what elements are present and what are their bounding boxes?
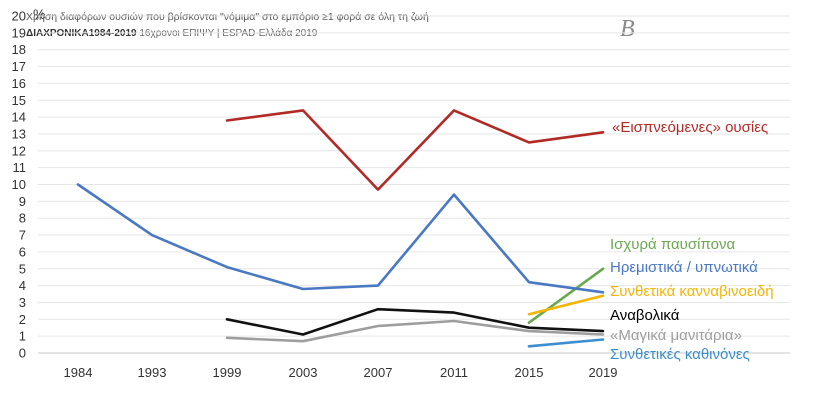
y-tick-label: 9	[19, 194, 26, 209]
y-tick-label: 14	[12, 110, 26, 125]
series-line-4	[225, 307, 605, 336]
series-label: Ισχυρά παυσίπονα	[610, 236, 735, 253]
y-tick-label: 17	[12, 59, 26, 74]
y-tick-label: 7	[19, 228, 26, 243]
series-label: «Εισπνεόμενες» ουσίες	[612, 119, 768, 136]
x-tick-label: 2003	[289, 365, 318, 380]
y-tick-label: 5	[19, 261, 26, 276]
x-tick-label: 2007	[364, 365, 393, 380]
y-tick-label: 18	[12, 42, 26, 57]
y-tick-label: 3	[19, 295, 26, 310]
subtitle-source: 16χρονοι ΕΠΙΨΥ | ESPAD-Ελλάδα 2019	[136, 28, 318, 39]
series-line-0	[225, 109, 605, 191]
y-tick-label: 10	[12, 177, 26, 192]
x-tick-label: 1984	[64, 365, 93, 380]
x-tick-label: 1999	[213, 365, 242, 380]
series-line-5	[225, 319, 605, 343]
series-label: Αναβολικά	[610, 307, 680, 324]
y-tick-label: 12	[12, 143, 26, 158]
y-tick-label: 8	[19, 211, 26, 226]
panel-letter: B	[620, 16, 635, 42]
subtitle-period: ΔΙΑΧΡΟΝΙΚΑ1984-2019	[26, 28, 137, 39]
x-tick-label: 2011	[440, 365, 468, 380]
series-label: Ηρεμιστικά / υπνωτικά	[610, 259, 758, 276]
series-line-6	[527, 338, 605, 348]
series-label: «Μαγικά μανιτάρια»	[610, 327, 742, 344]
chart-subtitle: ΔΙΑΧΡΟΝΙΚΑ1984-2019 16χρονοι ΕΠΙΨΥ | ESP…	[26, 28, 317, 39]
y-tick-label: 20	[12, 9, 26, 24]
x-tick-label: 2015	[515, 365, 544, 380]
x-tick-label: 2019	[589, 365, 618, 380]
y-tick-label: 19	[12, 25, 26, 40]
y-tick-label: 0	[19, 346, 26, 361]
y-tick-label: 6	[19, 244, 26, 259]
y-tick-label: 2	[19, 312, 26, 327]
y-tick-label: 13	[12, 126, 26, 141]
chart-title: Χρήση διαφόρων ουσιών που βρίσκονται "νό…	[26, 11, 429, 23]
y-tick-label: 16	[12, 76, 26, 91]
y-tick-label: 11	[13, 160, 27, 175]
series-line-1	[527, 267, 605, 325]
series-line-3	[527, 294, 605, 316]
y-tick-label: 4	[19, 278, 26, 293]
series-label: Συνθετικά κανναβινοειδή	[610, 283, 774, 300]
y-tick-label: 1	[19, 329, 26, 344]
y-axis-unit: %	[33, 6, 46, 22]
series-line-2	[76, 183, 605, 294]
x-tick-label: 1993	[138, 365, 167, 380]
y-tick-label: 15	[12, 93, 26, 108]
series-label: Συνθετικές καθινόνες	[610, 346, 750, 363]
